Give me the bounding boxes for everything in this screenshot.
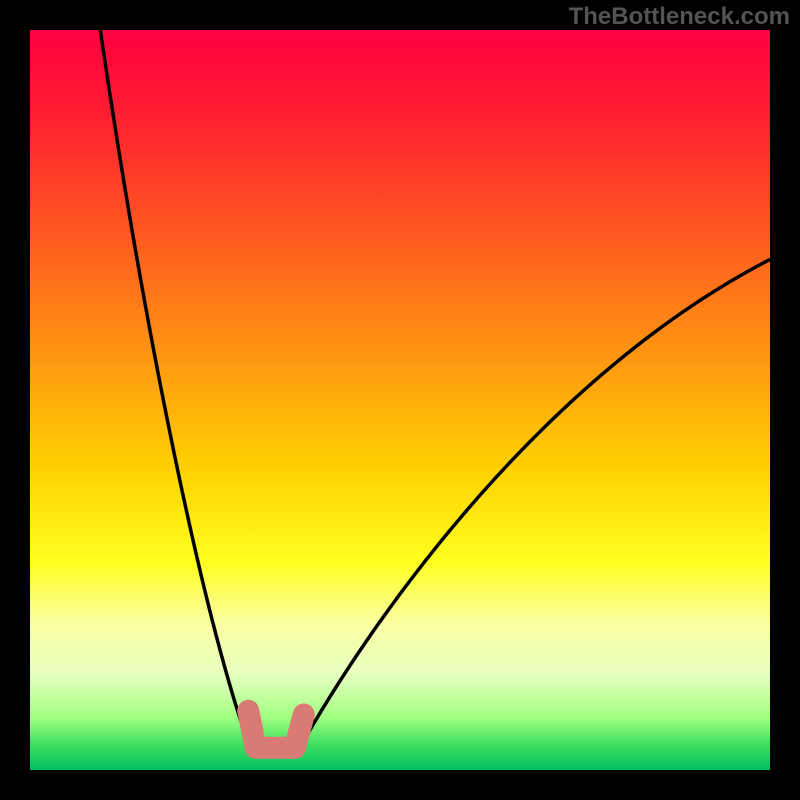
- watermark-text: TheBottleneck.com: [569, 3, 790, 31]
- chart-container: TheBottleneck.com: [0, 0, 800, 800]
- gradient-background: [30, 30, 770, 770]
- plot-area: [30, 30, 770, 770]
